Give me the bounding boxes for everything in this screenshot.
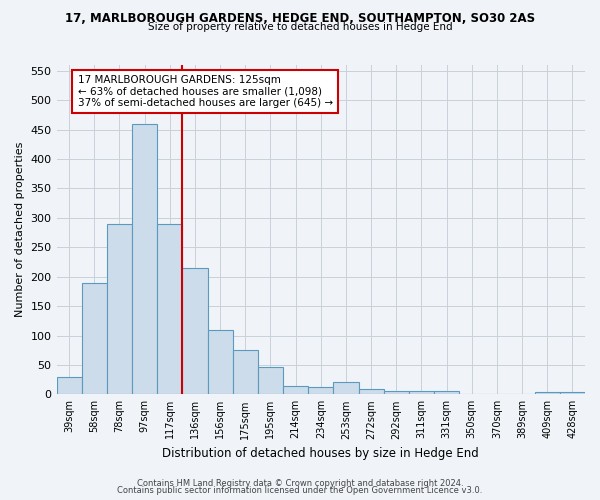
Y-axis label: Number of detached properties: Number of detached properties (15, 142, 25, 318)
Text: 17, MARLBOROUGH GARDENS, HEDGE END, SOUTHAMPTON, SO30 2AS: 17, MARLBOROUGH GARDENS, HEDGE END, SOUT… (65, 12, 535, 26)
Bar (157, 224, 182, 394)
X-axis label: Distribution of detached houses by size in Hedge End: Distribution of detached houses by size … (163, 447, 479, 460)
Bar (132, 124, 157, 394)
Bar (535, 392, 560, 394)
Bar (359, 389, 383, 394)
Text: Contains HM Land Registry data © Crown copyright and database right 2024.: Contains HM Land Registry data © Crown c… (137, 478, 463, 488)
Bar (107, 224, 132, 394)
Text: 17 MARLBOROUGH GARDENS: 125sqm
← 63% of detached houses are smaller (1,098)
37% : 17 MARLBOROUGH GARDENS: 125sqm ← 63% of … (77, 75, 333, 108)
Bar (56, 376, 82, 394)
Bar (334, 382, 359, 394)
Text: Size of property relative to detached houses in Hedge End: Size of property relative to detached ho… (148, 22, 452, 32)
Text: Contains public sector information licensed under the Open Government Licence v3: Contains public sector information licen… (118, 486, 482, 495)
Bar (434, 392, 459, 394)
Bar (283, 386, 308, 394)
Bar (258, 366, 283, 394)
Bar (208, 330, 233, 394)
Bar (409, 392, 434, 394)
Bar (560, 392, 585, 394)
Bar (308, 386, 334, 394)
Bar (383, 391, 409, 394)
Bar (182, 268, 208, 394)
Bar (233, 350, 258, 395)
Bar (82, 282, 107, 395)
